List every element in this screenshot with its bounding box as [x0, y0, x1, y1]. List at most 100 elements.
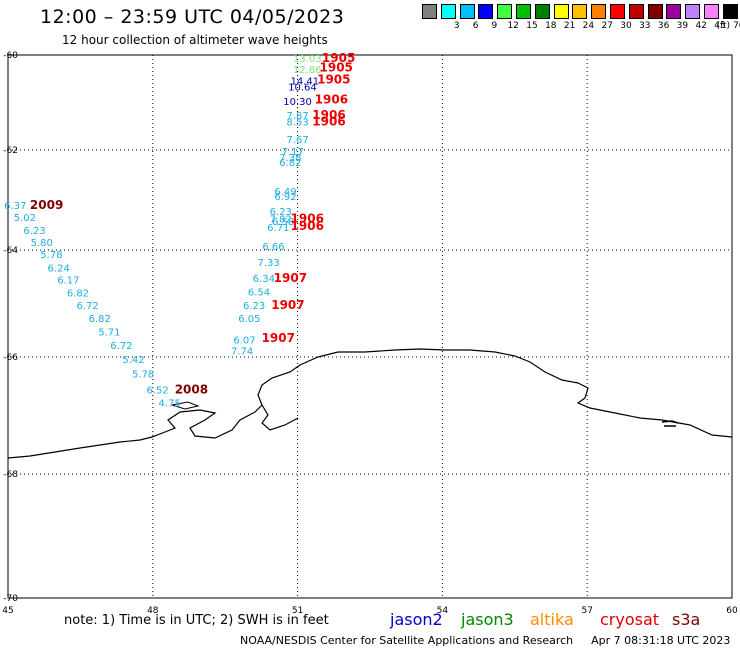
- colorbar-tick-label: 24: [582, 21, 595, 31]
- pass-time-label: 1905: [320, 61, 353, 75]
- pass-time-label: 1907: [274, 271, 307, 285]
- wave-height-label: 6.23: [243, 301, 265, 312]
- wave-height-label: 6.23: [270, 207, 292, 218]
- x-tick-label: 54: [437, 606, 449, 616]
- colorbar-swatch: [647, 4, 663, 19]
- wave-height-label: 7.74: [231, 346, 253, 357]
- wave-height-label: 6.71: [267, 223, 289, 234]
- credit-text: NOAA/NESDIS Center for Satellite Applica…: [240, 634, 574, 647]
- footnote: note: 1) Time is in UTC; 2) SWH is in fe…: [64, 613, 329, 628]
- colorbar-tick-label: 39: [676, 21, 689, 31]
- satellite-legend-s3a: s3a: [672, 610, 701, 629]
- x-tick-label: 48: [147, 606, 159, 616]
- colorbar-legend: (ft) 36912151821242730333639424570: [420, 4, 740, 36]
- wave-height-label: 6.82: [279, 158, 301, 169]
- colorbar-swatch: [534, 4, 550, 19]
- pass-time-label: 1906: [312, 108, 345, 122]
- pass-time-label: 1905: [317, 73, 350, 87]
- coastal-feature: [661, 420, 679, 427]
- colorbar-swatch: [666, 4, 682, 19]
- wave-height-label: 6.82: [89, 314, 111, 325]
- colorbar-tick-label: 27: [601, 21, 613, 31]
- y-tick-label: -70: [3, 594, 18, 604]
- colorbar-swatch: [516, 4, 531, 19]
- colorbar-tick-label: 42: [695, 21, 707, 31]
- colorbar-swatch: [572, 4, 588, 19]
- colorbar-tick-label: 36: [657, 21, 670, 31]
- y-tick-label: -64: [3, 246, 18, 256]
- wave-height-label: 6.66: [262, 242, 284, 253]
- colorbar-tick-label: 33: [639, 21, 651, 31]
- colorbar-swatch: [704, 4, 719, 19]
- colorbar-tick-label: 9: [491, 21, 498, 31]
- wave-height-label: 7.82: [270, 215, 292, 226]
- island: [171, 401, 200, 410]
- colorbar-tick-label: 18: [545, 21, 557, 31]
- x-tick-label: 45: [2, 606, 13, 616]
- colorbar-swatch: [628, 4, 644, 19]
- wave-height-label: 5.80: [31, 238, 53, 249]
- wave-height-label: 6.37: [4, 201, 26, 212]
- colorbar-swatch: [553, 4, 569, 19]
- colorbar-tick-label: 15: [526, 21, 538, 31]
- wave-height-label: 12.86: [293, 65, 322, 76]
- wave-height-label: 6.05: [238, 314, 260, 325]
- wave-height-label: 6.58: [272, 217, 294, 228]
- generated-timestamp: Apr 7 08:31:18 UTC 2023: [591, 634, 731, 647]
- colorbar-swatch: [497, 4, 513, 19]
- wave-height-label: 6.72: [110, 341, 132, 352]
- colorbar-swatch: [459, 4, 475, 19]
- colorbar-swatch: [422, 4, 437, 19]
- wave-height-label: 5.02: [14, 213, 36, 224]
- colorbar-tick-label: 12: [507, 21, 519, 31]
- page-title: 12:00 – 23:59 UTC 04/05/2023: [40, 6, 345, 28]
- colorbar-swatch: [685, 4, 701, 19]
- wave-height-label: 6.92: [274, 192, 296, 203]
- pass-time-label: 2008: [175, 382, 208, 396]
- x-tick-label: 51: [292, 606, 303, 616]
- pass-time-label: 2009: [30, 198, 63, 212]
- credit-line: NOAA/NESDIS Center for Satellite Applica…: [240, 634, 730, 647]
- wave-height-label: 5.42: [122, 355, 144, 366]
- colorbar-swatch: [440, 4, 456, 19]
- wave-height-label: 6.07: [233, 336, 255, 347]
- wave-height-label: 13.03: [293, 54, 322, 65]
- colorbar-tick-label: 3: [453, 21, 460, 31]
- colorbar-tick-label: 70: [733, 21, 740, 31]
- wave-height-label: 5.78: [132, 369, 154, 380]
- wave-height-label: 14.41: [291, 76, 320, 87]
- pass-time-label: 1906: [315, 92, 348, 106]
- wave-height-label: 7.17: [282, 147, 304, 158]
- satellite-legend-jason2: jason2: [390, 610, 443, 629]
- wave-height-label: 6.82: [67, 289, 89, 300]
- wave-height-label: 6.54: [248, 287, 270, 298]
- wave-height-label: 5.71: [98, 328, 120, 339]
- y-tick-label: -62: [3, 146, 18, 156]
- colorbar-swatch: [722, 4, 738, 19]
- wave-height-label: 6.34: [253, 274, 275, 285]
- colorbar-swatch: [478, 4, 494, 19]
- colorbar-swatch: [610, 4, 625, 19]
- colorbar-unit: (ft): [716, 21, 730, 31]
- pass-time-label: 1906: [312, 114, 345, 128]
- wave-height-label: 7.33: [258, 258, 280, 269]
- satellite-legend-jason3: jason3: [461, 610, 514, 629]
- pass-time-label: 1906: [291, 219, 324, 233]
- x-tick-label: 60: [726, 606, 738, 616]
- wave-height-label: 7.87: [286, 111, 308, 122]
- y-tick-label: -60: [3, 51, 18, 61]
- colorbar-tick-label: 6: [472, 21, 479, 31]
- wave-height-label: 10.64: [288, 83, 317, 94]
- wave-height-label: 6.49: [274, 187, 296, 198]
- wave-height-label: 6.23: [23, 226, 45, 237]
- y-tick-label: -68: [3, 470, 18, 480]
- wave-height-label: 10.30: [283, 97, 312, 108]
- pass-time-label: 1907: [262, 331, 295, 345]
- colorbar-swatch: [591, 4, 607, 19]
- page-subtitle: 12 hour collection of altimeter wave hei…: [62, 33, 328, 47]
- plot-frame: [7, 54, 733, 599]
- pass-time-label: 1907: [271, 298, 304, 312]
- wave-height-label: 4.75: [159, 399, 181, 410]
- colorbar-tick-label: 30: [620, 21, 632, 31]
